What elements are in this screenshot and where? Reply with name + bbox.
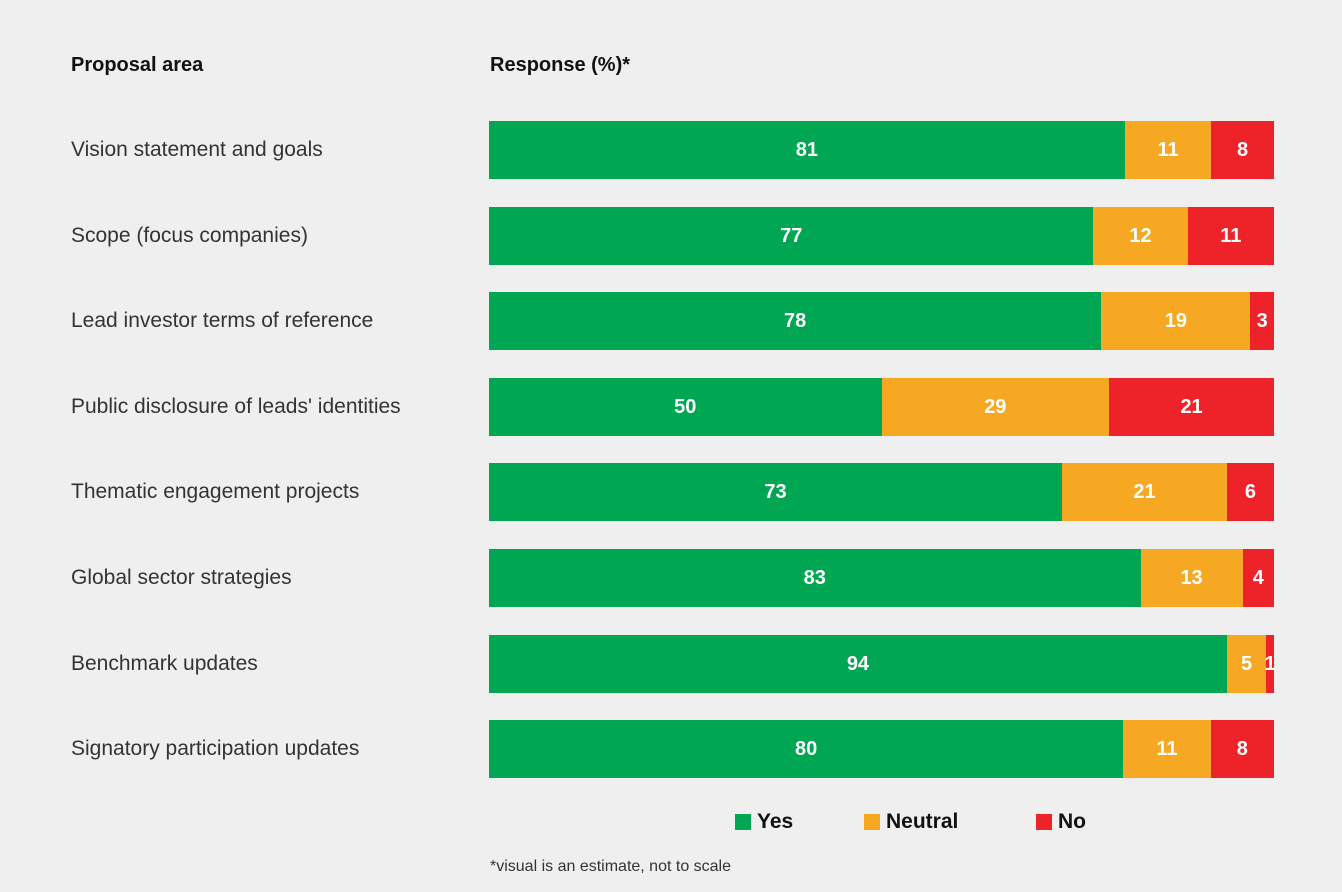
bar-segment-no: 8 (1210, 720, 1274, 778)
category-label: Vision statement and goals (71, 138, 323, 161)
category-label: Signatory participation updates (71, 737, 360, 760)
legend-label-neutral: Neutral (886, 810, 959, 833)
bar-segment-yes: 78 (489, 292, 1102, 350)
bar-row: 83 13 4 (489, 549, 1274, 607)
data-label: 8 (1236, 737, 1248, 760)
bar-segment-no: 11 (1187, 207, 1274, 265)
data-label: 81 (795, 138, 819, 161)
data-label: 94 (846, 652, 870, 675)
data-label: 1 (1264, 652, 1276, 675)
proposal-area-header: Proposal area (71, 54, 204, 76)
footnote: *visual is an estimate, not to scale (490, 858, 732, 875)
bar-segment-neutral: 13 (1140, 549, 1243, 607)
legend-item-yes: Yes (735, 810, 793, 834)
data-label: 12 (1129, 224, 1152, 247)
category-label: Benchmark updates (71, 652, 258, 675)
category-label: Thematic engagement projects (71, 480, 360, 503)
legend-swatch-neutral (864, 814, 880, 830)
data-label: 11 (1156, 737, 1178, 760)
legend-swatch-yes (735, 814, 751, 830)
data-label: 50 (674, 395, 697, 418)
bar-row: 50 29 21 (489, 378, 1274, 436)
bar-segment-neutral: 29 (881, 378, 1110, 436)
bar-row: 94 5 1 (489, 635, 1276, 693)
data-label: 73 (764, 480, 787, 503)
data-label: 13 (1180, 566, 1203, 589)
category-label: Scope (focus companies) (71, 224, 308, 247)
bar-segment-yes: 73 (489, 463, 1063, 521)
bar-segment-yes: 81 (489, 121, 1125, 179)
bar-segment-yes: 50 (489, 378, 882, 436)
bar-segment-yes: 80 (489, 720, 1124, 778)
category-label: Public disclosure of leads' identities (71, 395, 401, 418)
bar-segment-no: 4 (1242, 549, 1274, 607)
bar-segment-yes: 94 (489, 635, 1227, 693)
data-label: 21 (1180, 395, 1203, 418)
response-header: Response (%)* (490, 54, 631, 76)
bar-segment-no: 6 (1226, 463, 1274, 521)
bar-row: 80 11 8 (489, 720, 1274, 778)
bar-row: 77 12 11 (489, 207, 1274, 265)
bar-segment-neutral: 5 (1226, 635, 1267, 693)
legend-label-no: No (1058, 810, 1086, 833)
bar-segment-neutral: 11 (1124, 121, 1212, 179)
data-label: 8 (1237, 138, 1249, 161)
bar-segment-neutral: 12 (1093, 207, 1188, 265)
legend-item-neutral: Neutral (864, 810, 958, 834)
bar-segment-no: 21 (1109, 378, 1274, 436)
data-label: 29 (984, 395, 1007, 418)
bar-row: 73 21 6 (489, 463, 1274, 521)
data-label: 3 (1256, 309, 1268, 332)
bar-segment-no: 8 (1211, 121, 1274, 179)
data-label: 78 (784, 309, 807, 332)
bar-segment-yes: 83 (489, 549, 1141, 607)
data-label: 77 (780, 224, 803, 247)
category-label: Global sector strategies (71, 566, 292, 589)
data-label: 11 (1220, 224, 1242, 247)
bar-row: 81 11 8 (489, 121, 1274, 179)
data-label: 4 (1252, 566, 1264, 589)
legend-label-yes: Yes (757, 810, 794, 833)
bar-segment-neutral: 11 (1123, 720, 1211, 778)
data-label: 19 (1164, 309, 1187, 332)
data-label: 11 (1157, 138, 1179, 161)
data-label: 5 (1240, 652, 1253, 675)
data-label: 83 (803, 566, 826, 589)
legend-item-no: No (1036, 810, 1086, 834)
data-label: 21 (1133, 480, 1156, 503)
data-label: 80 (795, 737, 818, 760)
bar-row: 78 19 3 (489, 292, 1274, 350)
bar-segment-neutral: 21 (1062, 463, 1227, 521)
bar-segment-neutral: 19 (1101, 292, 1251, 350)
bar-segment-no: 3 (1250, 292, 1274, 350)
legend: Yes Neutral No (0, 810, 1342, 838)
bar-segment-yes: 77 (489, 207, 1094, 265)
legend-swatch-no (1036, 814, 1052, 830)
data-label: 6 (1244, 480, 1256, 503)
bar-segment-no: 1 (1264, 635, 1276, 693)
category-label: Lead investor terms of reference (71, 309, 374, 332)
